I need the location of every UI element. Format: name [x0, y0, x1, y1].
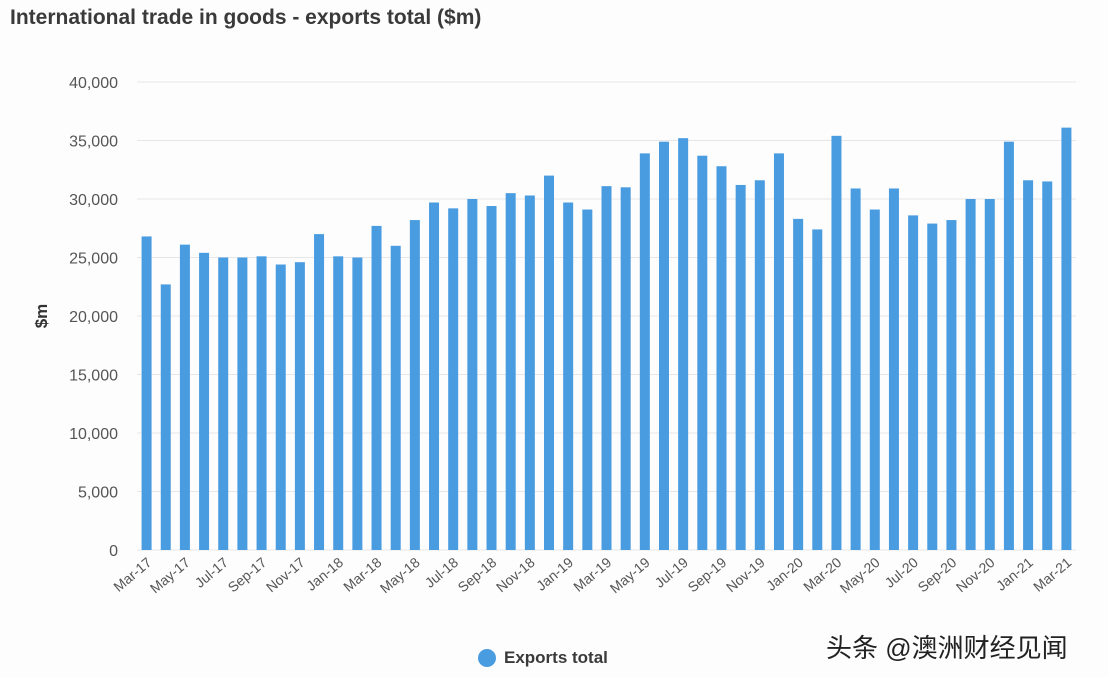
- y-tick-label: 40,000: [69, 75, 118, 92]
- bar: [965, 199, 976, 550]
- x-tick-label: Sep-19: [685, 554, 730, 595]
- legend[interactable]: Exports total: [478, 648, 608, 668]
- bar: [486, 206, 497, 550]
- bar: [927, 223, 938, 550]
- bar: [793, 218, 804, 550]
- bar: [352, 257, 363, 550]
- bar: [1003, 141, 1014, 551]
- x-tick-label: May-17: [147, 554, 193, 596]
- bar: [946, 220, 957, 550]
- bar: [773, 153, 784, 550]
- bar: [908, 215, 919, 550]
- y-tick-label: 10,000: [69, 426, 118, 443]
- bar: [869, 209, 880, 550]
- bar: [390, 245, 401, 551]
- bar: [620, 187, 631, 551]
- legend-label: Exports total: [504, 648, 608, 667]
- legend-swatch-icon: [478, 649, 496, 667]
- bar: [199, 252, 210, 550]
- bar: [371, 225, 382, 550]
- bar: [831, 135, 842, 550]
- bar: [294, 262, 305, 550]
- x-tick-label: Jan-21: [993, 554, 1036, 594]
- y-axis-label: $m: [32, 304, 51, 329]
- x-tick-label: Jan-18: [303, 554, 346, 594]
- bar: [984, 199, 995, 550]
- x-tick-label: Mar-20: [800, 554, 844, 595]
- x-tick-label: Nov-18: [493, 554, 538, 595]
- bar: [429, 202, 440, 550]
- bar: [658, 141, 669, 551]
- bar: [505, 193, 516, 550]
- bar: [888, 188, 899, 550]
- x-tick-label: Mar-17: [110, 554, 154, 595]
- bar: [1042, 181, 1053, 550]
- bar: [314, 234, 325, 550]
- bar: [1023, 180, 1034, 550]
- bar: [697, 155, 708, 550]
- x-tick-label: Jan-19: [533, 554, 576, 594]
- bar: [1061, 127, 1072, 550]
- bar: [582, 209, 593, 550]
- bar: [850, 188, 861, 550]
- y-tick-label: 0: [109, 543, 118, 560]
- chart-title: International trade in goods - exports t…: [10, 6, 482, 29]
- x-tick-label: Nov-20: [953, 554, 998, 595]
- y-tick-label: 30,000: [69, 192, 118, 209]
- y-tick-label: 25,000: [69, 251, 118, 268]
- bar: [141, 236, 152, 550]
- bar: [275, 264, 286, 550]
- bar: [467, 199, 478, 550]
- x-tick-label: Mar-18: [340, 554, 384, 595]
- watermark: 头条 @澳洲财经见闻: [826, 633, 1068, 663]
- y-tick-label: 35,000: [69, 134, 118, 151]
- x-tick-label: Mar-19: [570, 554, 614, 595]
- bar: [256, 256, 267, 550]
- bar: [160, 284, 171, 550]
- bar: [448, 208, 459, 551]
- bar: [678, 138, 689, 550]
- bar: [563, 202, 574, 550]
- bar: [735, 184, 746, 550]
- y-tick-label: 5,000: [78, 485, 118, 502]
- x-tick-label: May-19: [607, 554, 653, 596]
- bar: [716, 166, 727, 551]
- x-tick-label: May-20: [837, 554, 883, 596]
- y-tick-label: 15,000: [69, 368, 118, 385]
- x-tick-label: Sep-18: [455, 554, 500, 595]
- bar: [218, 257, 229, 550]
- bar: [237, 257, 248, 550]
- bar: [179, 244, 190, 550]
- bar: [333, 256, 344, 550]
- bar: [524, 195, 535, 551]
- bar: [409, 220, 420, 550]
- x-tick-label: Sep-17: [225, 554, 270, 595]
- x-tick-label: Nov-17: [263, 554, 308, 595]
- x-tick-label: Nov-19: [723, 554, 768, 595]
- bar: [544, 175, 555, 550]
- bar: [601, 186, 612, 550]
- y-tick-label: 20,000: [69, 309, 118, 326]
- x-tick-label: May-18: [377, 554, 423, 596]
- x-tick-label: Mar-21: [1030, 554, 1074, 595]
- x-tick-label: Jan-20: [763, 554, 806, 594]
- x-tick-label: Sep-20: [914, 554, 959, 595]
- bar: [754, 180, 765, 550]
- bar: [812, 229, 823, 551]
- bar: [639, 153, 650, 550]
